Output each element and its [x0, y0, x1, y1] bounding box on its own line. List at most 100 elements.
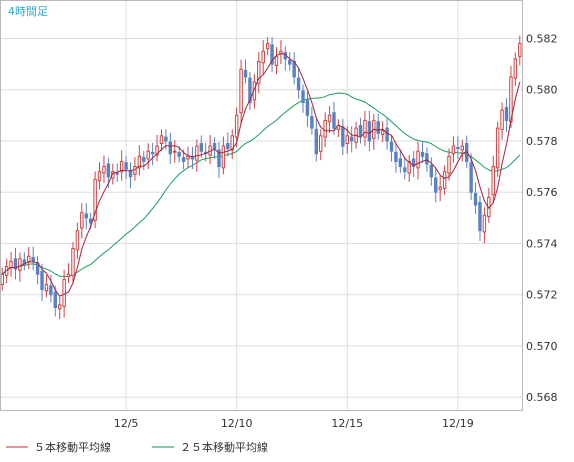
candle — [394, 144, 398, 173]
candle-body-down — [469, 162, 473, 193]
candle-body-up — [221, 145, 226, 169]
candle — [243, 59, 248, 84]
candle-body-down — [341, 126, 345, 147]
candle — [478, 196, 482, 241]
candle — [460, 139, 464, 162]
candle — [80, 203, 84, 239]
y-tick-label: 0.572 — [526, 289, 558, 302]
grid-layer — [0, 0, 522, 410]
candle-body-up — [438, 186, 442, 191]
candle — [288, 52, 292, 71]
candle — [469, 153, 473, 200]
candle — [305, 91, 310, 127]
candle — [358, 117, 363, 144]
candle-body-up — [323, 119, 327, 138]
y-tick-label: 0.570 — [526, 340, 558, 353]
candle — [332, 101, 336, 135]
candle — [429, 157, 434, 186]
candle-body-up — [159, 135, 164, 144]
x-tick-label: 12/10 — [221, 417, 253, 430]
candle — [513, 52, 518, 86]
candle — [482, 207, 487, 244]
candle-body-up — [133, 166, 137, 175]
candle — [18, 252, 22, 282]
candle-body-up — [513, 58, 518, 79]
candle — [49, 274, 53, 303]
candle-body-up — [451, 145, 456, 155]
candle — [84, 202, 88, 230]
candle-body-down — [394, 151, 398, 162]
ma5-line — [1, 52, 521, 297]
candle-body-up — [9, 260, 13, 269]
candle — [159, 129, 164, 152]
candle — [411, 150, 416, 177]
candle-body-down — [288, 59, 292, 65]
candle — [93, 171, 97, 229]
candle — [173, 140, 177, 163]
candle — [314, 118, 319, 162]
candle-body-up — [66, 273, 71, 278]
candle-body-down — [243, 69, 248, 78]
candle — [376, 113, 380, 140]
ma25-line — [1, 92, 521, 277]
candle-body-up — [518, 43, 522, 57]
candle-body-down — [367, 121, 372, 142]
candle — [221, 136, 226, 175]
candle — [40, 263, 44, 302]
candle — [257, 52, 261, 94]
candle — [491, 155, 495, 203]
plot-border — [0, 0, 523, 411]
x-tick-label: 12/5 — [114, 417, 139, 430]
candle-body-up — [239, 68, 243, 114]
candle-body-down — [128, 169, 133, 178]
candle — [75, 222, 80, 259]
candle — [155, 135, 159, 162]
candle-body-down — [115, 172, 119, 175]
candle-body-down — [150, 151, 155, 155]
candle — [296, 67, 301, 99]
candle-body-down — [88, 218, 93, 224]
candle-body-up — [195, 145, 199, 161]
candle-body-down — [168, 141, 173, 155]
candle — [142, 151, 146, 171]
candle — [146, 143, 150, 170]
candle-body-up — [234, 114, 239, 138]
candle-body-up — [18, 258, 22, 271]
candle-body-down — [124, 162, 128, 170]
candle-body-up — [274, 55, 279, 66]
candle-body-down — [420, 151, 425, 157]
y-tick-label: 0.568 — [526, 391, 558, 404]
candle-body-up — [482, 214, 487, 233]
candle — [97, 162, 102, 190]
candle-body-down — [270, 44, 274, 65]
candle-body-down — [504, 107, 509, 121]
candle-body-up — [380, 130, 385, 136]
candle — [323, 112, 327, 148]
candle-body-down — [177, 151, 181, 157]
candle-body-down — [434, 177, 438, 193]
candle-body-down — [310, 116, 314, 129]
candle — [44, 274, 49, 298]
legend-ma5-label: ５本移動平均線 — [34, 440, 111, 454]
candle — [177, 146, 181, 163]
candle — [226, 132, 230, 157]
candle — [71, 242, 75, 284]
y-tick-label: 0.574 — [526, 237, 558, 250]
candle — [473, 182, 478, 214]
y-tick-label: 0.582 — [526, 32, 558, 45]
candle-body-down — [53, 291, 58, 308]
candle-body-down — [40, 271, 44, 291]
candle-body-up — [447, 155, 451, 174]
candle — [265, 37, 270, 56]
candle — [504, 98, 509, 132]
candle-body-down — [389, 141, 394, 152]
candle-body-down — [473, 192, 478, 206]
candle-body-up — [500, 109, 504, 130]
candle-body-up — [407, 160, 411, 174]
candle-body-down — [305, 99, 310, 116]
candle — [438, 176, 442, 202]
candle-body-down — [106, 163, 111, 178]
candle-body-down — [403, 167, 407, 173]
candle-body-up — [265, 43, 270, 50]
